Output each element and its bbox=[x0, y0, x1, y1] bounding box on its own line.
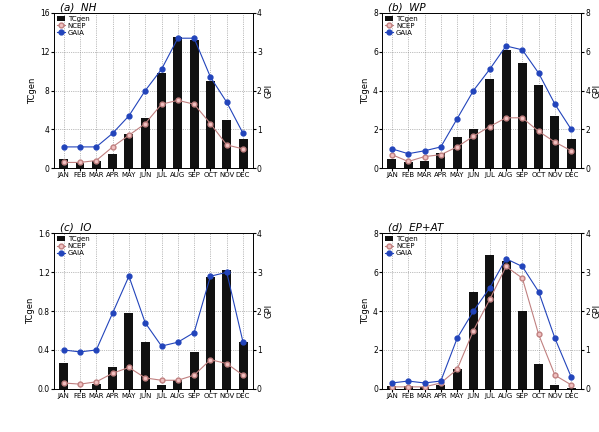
Y-axis label: GPI: GPI bbox=[265, 304, 274, 318]
Bar bbox=[141, 118, 150, 168]
Bar bbox=[469, 130, 478, 168]
Bar bbox=[469, 292, 478, 389]
Bar bbox=[436, 153, 445, 168]
Bar bbox=[534, 85, 543, 168]
Bar bbox=[125, 313, 134, 389]
Bar bbox=[453, 137, 462, 168]
Bar bbox=[157, 73, 166, 168]
Text: (c)  IO: (c) IO bbox=[60, 223, 91, 233]
Bar bbox=[157, 385, 166, 389]
Bar bbox=[222, 120, 231, 168]
Y-axis label: GPI: GPI bbox=[265, 83, 274, 98]
Text: (d)  EP+AT: (d) EP+AT bbox=[388, 223, 443, 233]
Bar bbox=[125, 134, 134, 168]
Bar bbox=[436, 385, 445, 389]
Bar bbox=[567, 388, 576, 389]
Y-axis label: TCgen: TCgen bbox=[361, 298, 370, 324]
Bar bbox=[404, 162, 413, 168]
Legend: TCgen, NCEP, GAIA: TCgen, NCEP, GAIA bbox=[56, 235, 90, 257]
Y-axis label: GPI: GPI bbox=[593, 83, 599, 98]
Bar bbox=[518, 311, 527, 389]
Bar bbox=[388, 159, 397, 168]
Bar bbox=[238, 139, 247, 168]
Bar bbox=[567, 139, 576, 168]
Bar bbox=[550, 116, 559, 168]
Bar bbox=[550, 385, 559, 389]
Bar bbox=[206, 81, 215, 168]
Bar bbox=[420, 387, 429, 389]
Bar bbox=[59, 362, 68, 389]
Bar bbox=[501, 50, 510, 168]
Bar bbox=[485, 79, 494, 168]
Text: (a)  NH: (a) NH bbox=[60, 2, 96, 12]
Bar bbox=[238, 342, 247, 389]
Bar bbox=[141, 342, 150, 389]
Bar bbox=[388, 386, 397, 389]
Bar bbox=[75, 163, 84, 168]
Legend: TCgen, NCEP, GAIA: TCgen, NCEP, GAIA bbox=[56, 15, 90, 37]
Y-axis label: GPI: GPI bbox=[593, 304, 599, 318]
Bar bbox=[485, 255, 494, 389]
Bar bbox=[501, 260, 510, 389]
Bar bbox=[190, 40, 199, 168]
Bar bbox=[108, 368, 117, 389]
Bar bbox=[534, 364, 543, 389]
Text: (b)  WP: (b) WP bbox=[388, 2, 426, 12]
Bar bbox=[420, 161, 429, 168]
Bar bbox=[173, 37, 182, 168]
Y-axis label: TCgen: TCgen bbox=[26, 298, 35, 324]
Bar bbox=[190, 352, 199, 389]
Bar bbox=[92, 384, 101, 389]
Bar bbox=[518, 64, 527, 168]
Bar bbox=[453, 369, 462, 389]
Bar bbox=[404, 386, 413, 389]
Bar bbox=[206, 277, 215, 389]
Bar bbox=[59, 159, 68, 168]
Y-axis label: TCgen: TCgen bbox=[28, 77, 37, 104]
Y-axis label: TCgen: TCgen bbox=[361, 77, 370, 104]
Legend: TCgen, NCEP, GAIA: TCgen, NCEP, GAIA bbox=[384, 235, 419, 257]
Bar bbox=[222, 270, 231, 389]
Bar bbox=[173, 380, 182, 389]
Bar bbox=[92, 162, 101, 168]
Legend: TCgen, NCEP, GAIA: TCgen, NCEP, GAIA bbox=[384, 15, 419, 37]
Bar bbox=[108, 154, 117, 168]
